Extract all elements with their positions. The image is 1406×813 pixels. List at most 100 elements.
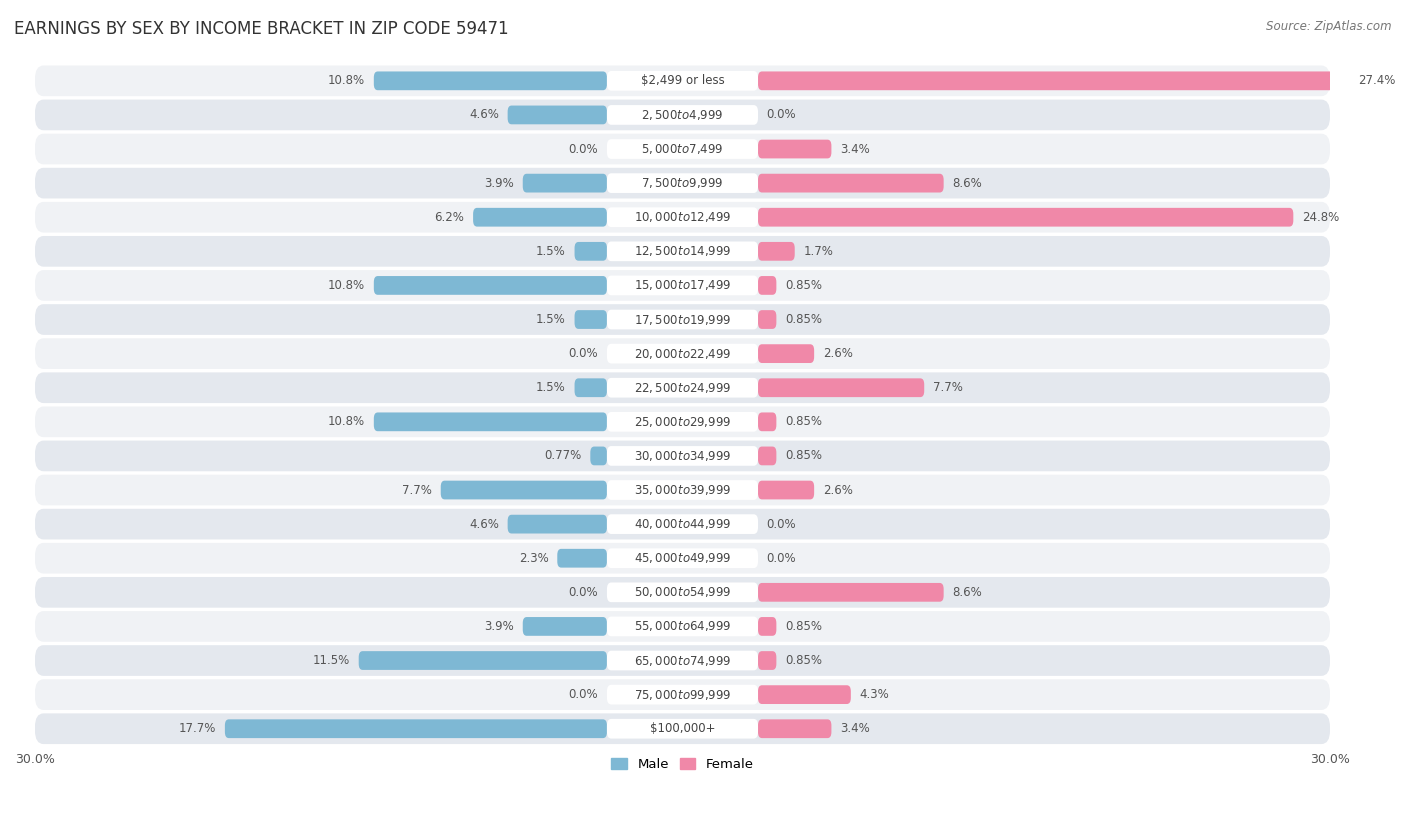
Text: 0.0%: 0.0%	[766, 552, 796, 565]
Text: 1.5%: 1.5%	[536, 313, 567, 326]
Text: 6.2%: 6.2%	[434, 211, 464, 224]
Text: 0.77%: 0.77%	[544, 450, 582, 463]
FancyBboxPatch shape	[607, 378, 758, 398]
Text: 1.5%: 1.5%	[536, 381, 567, 394]
FancyBboxPatch shape	[591, 446, 607, 465]
FancyBboxPatch shape	[758, 651, 776, 670]
Text: 0.0%: 0.0%	[568, 347, 599, 360]
Text: $35,000 to $39,999: $35,000 to $39,999	[634, 483, 731, 497]
Text: $40,000 to $44,999: $40,000 to $44,999	[634, 517, 731, 531]
FancyBboxPatch shape	[607, 310, 758, 329]
Text: $22,500 to $24,999: $22,500 to $24,999	[634, 380, 731, 395]
FancyBboxPatch shape	[35, 680, 1330, 710]
FancyBboxPatch shape	[607, 207, 758, 227]
FancyBboxPatch shape	[508, 106, 607, 124]
FancyBboxPatch shape	[758, 685, 851, 704]
FancyBboxPatch shape	[225, 720, 607, 738]
FancyBboxPatch shape	[758, 276, 776, 295]
Text: Source: ZipAtlas.com: Source: ZipAtlas.com	[1267, 20, 1392, 33]
Text: EARNINGS BY SEX BY INCOME BRACKET IN ZIP CODE 59471: EARNINGS BY SEX BY INCOME BRACKET IN ZIP…	[14, 20, 509, 38]
FancyBboxPatch shape	[758, 617, 776, 636]
Text: 7.7%: 7.7%	[402, 484, 432, 497]
Text: 24.8%: 24.8%	[1302, 211, 1339, 224]
Text: $25,000 to $29,999: $25,000 to $29,999	[634, 415, 731, 428]
Text: 10.8%: 10.8%	[328, 415, 366, 428]
Text: 3.4%: 3.4%	[839, 722, 870, 735]
Text: 0.85%: 0.85%	[785, 415, 823, 428]
Text: 1.5%: 1.5%	[536, 245, 567, 258]
FancyBboxPatch shape	[758, 378, 924, 397]
Text: 2.6%: 2.6%	[823, 484, 852, 497]
FancyBboxPatch shape	[607, 480, 758, 500]
Text: 17.7%: 17.7%	[179, 722, 217, 735]
FancyBboxPatch shape	[35, 475, 1330, 506]
FancyBboxPatch shape	[35, 611, 1330, 641]
FancyBboxPatch shape	[35, 133, 1330, 164]
FancyBboxPatch shape	[35, 543, 1330, 574]
FancyBboxPatch shape	[35, 577, 1330, 607]
FancyBboxPatch shape	[440, 480, 607, 499]
Legend: Male, Female: Male, Female	[606, 753, 759, 776]
Text: $2,500 to $4,999: $2,500 to $4,999	[641, 108, 724, 122]
FancyBboxPatch shape	[35, 270, 1330, 301]
FancyBboxPatch shape	[35, 441, 1330, 472]
FancyBboxPatch shape	[374, 412, 607, 431]
Text: 0.0%: 0.0%	[568, 586, 599, 599]
Text: $7,500 to $9,999: $7,500 to $9,999	[641, 176, 724, 190]
FancyBboxPatch shape	[35, 236, 1330, 267]
FancyBboxPatch shape	[472, 208, 607, 227]
FancyBboxPatch shape	[35, 304, 1330, 335]
Text: $12,500 to $14,999: $12,500 to $14,999	[634, 245, 731, 259]
Text: 0.0%: 0.0%	[568, 688, 599, 701]
FancyBboxPatch shape	[607, 412, 758, 432]
Text: $5,000 to $7,499: $5,000 to $7,499	[641, 142, 724, 156]
FancyBboxPatch shape	[607, 105, 758, 124]
Text: 7.7%: 7.7%	[932, 381, 963, 394]
Text: $45,000 to $49,999: $45,000 to $49,999	[634, 551, 731, 565]
FancyBboxPatch shape	[607, 344, 758, 363]
Text: 0.85%: 0.85%	[785, 620, 823, 633]
Text: 8.6%: 8.6%	[952, 586, 981, 599]
Text: 11.5%: 11.5%	[312, 654, 350, 667]
Text: $10,000 to $12,499: $10,000 to $12,499	[634, 211, 731, 224]
Text: $50,000 to $54,999: $50,000 to $54,999	[634, 585, 731, 599]
FancyBboxPatch shape	[758, 208, 1294, 227]
Text: 0.0%: 0.0%	[766, 108, 796, 121]
FancyBboxPatch shape	[35, 509, 1330, 540]
FancyBboxPatch shape	[374, 72, 607, 90]
FancyBboxPatch shape	[758, 174, 943, 193]
FancyBboxPatch shape	[607, 446, 758, 466]
Text: 10.8%: 10.8%	[328, 279, 366, 292]
Text: 4.6%: 4.6%	[470, 108, 499, 121]
FancyBboxPatch shape	[35, 406, 1330, 437]
FancyBboxPatch shape	[35, 372, 1330, 403]
FancyBboxPatch shape	[523, 617, 607, 636]
FancyBboxPatch shape	[758, 72, 1350, 90]
Text: 0.85%: 0.85%	[785, 279, 823, 292]
FancyBboxPatch shape	[758, 310, 776, 329]
FancyBboxPatch shape	[35, 713, 1330, 744]
FancyBboxPatch shape	[575, 242, 607, 261]
Text: 1.7%: 1.7%	[803, 245, 834, 258]
Text: 2.3%: 2.3%	[519, 552, 548, 565]
FancyBboxPatch shape	[35, 646, 1330, 676]
Text: 4.6%: 4.6%	[470, 518, 499, 531]
FancyBboxPatch shape	[35, 338, 1330, 369]
Text: $30,000 to $34,999: $30,000 to $34,999	[634, 449, 731, 463]
FancyBboxPatch shape	[758, 140, 831, 159]
Text: 10.8%: 10.8%	[328, 74, 366, 87]
Text: 3.9%: 3.9%	[484, 176, 515, 189]
FancyBboxPatch shape	[575, 378, 607, 397]
Text: 3.9%: 3.9%	[484, 620, 515, 633]
Text: 0.85%: 0.85%	[785, 450, 823, 463]
Text: $65,000 to $74,999: $65,000 to $74,999	[634, 654, 731, 667]
FancyBboxPatch shape	[35, 202, 1330, 233]
FancyBboxPatch shape	[758, 242, 794, 261]
FancyBboxPatch shape	[35, 66, 1330, 96]
FancyBboxPatch shape	[374, 276, 607, 295]
FancyBboxPatch shape	[758, 480, 814, 499]
FancyBboxPatch shape	[607, 241, 758, 261]
FancyBboxPatch shape	[508, 515, 607, 533]
FancyBboxPatch shape	[607, 139, 758, 159]
FancyBboxPatch shape	[35, 99, 1330, 130]
